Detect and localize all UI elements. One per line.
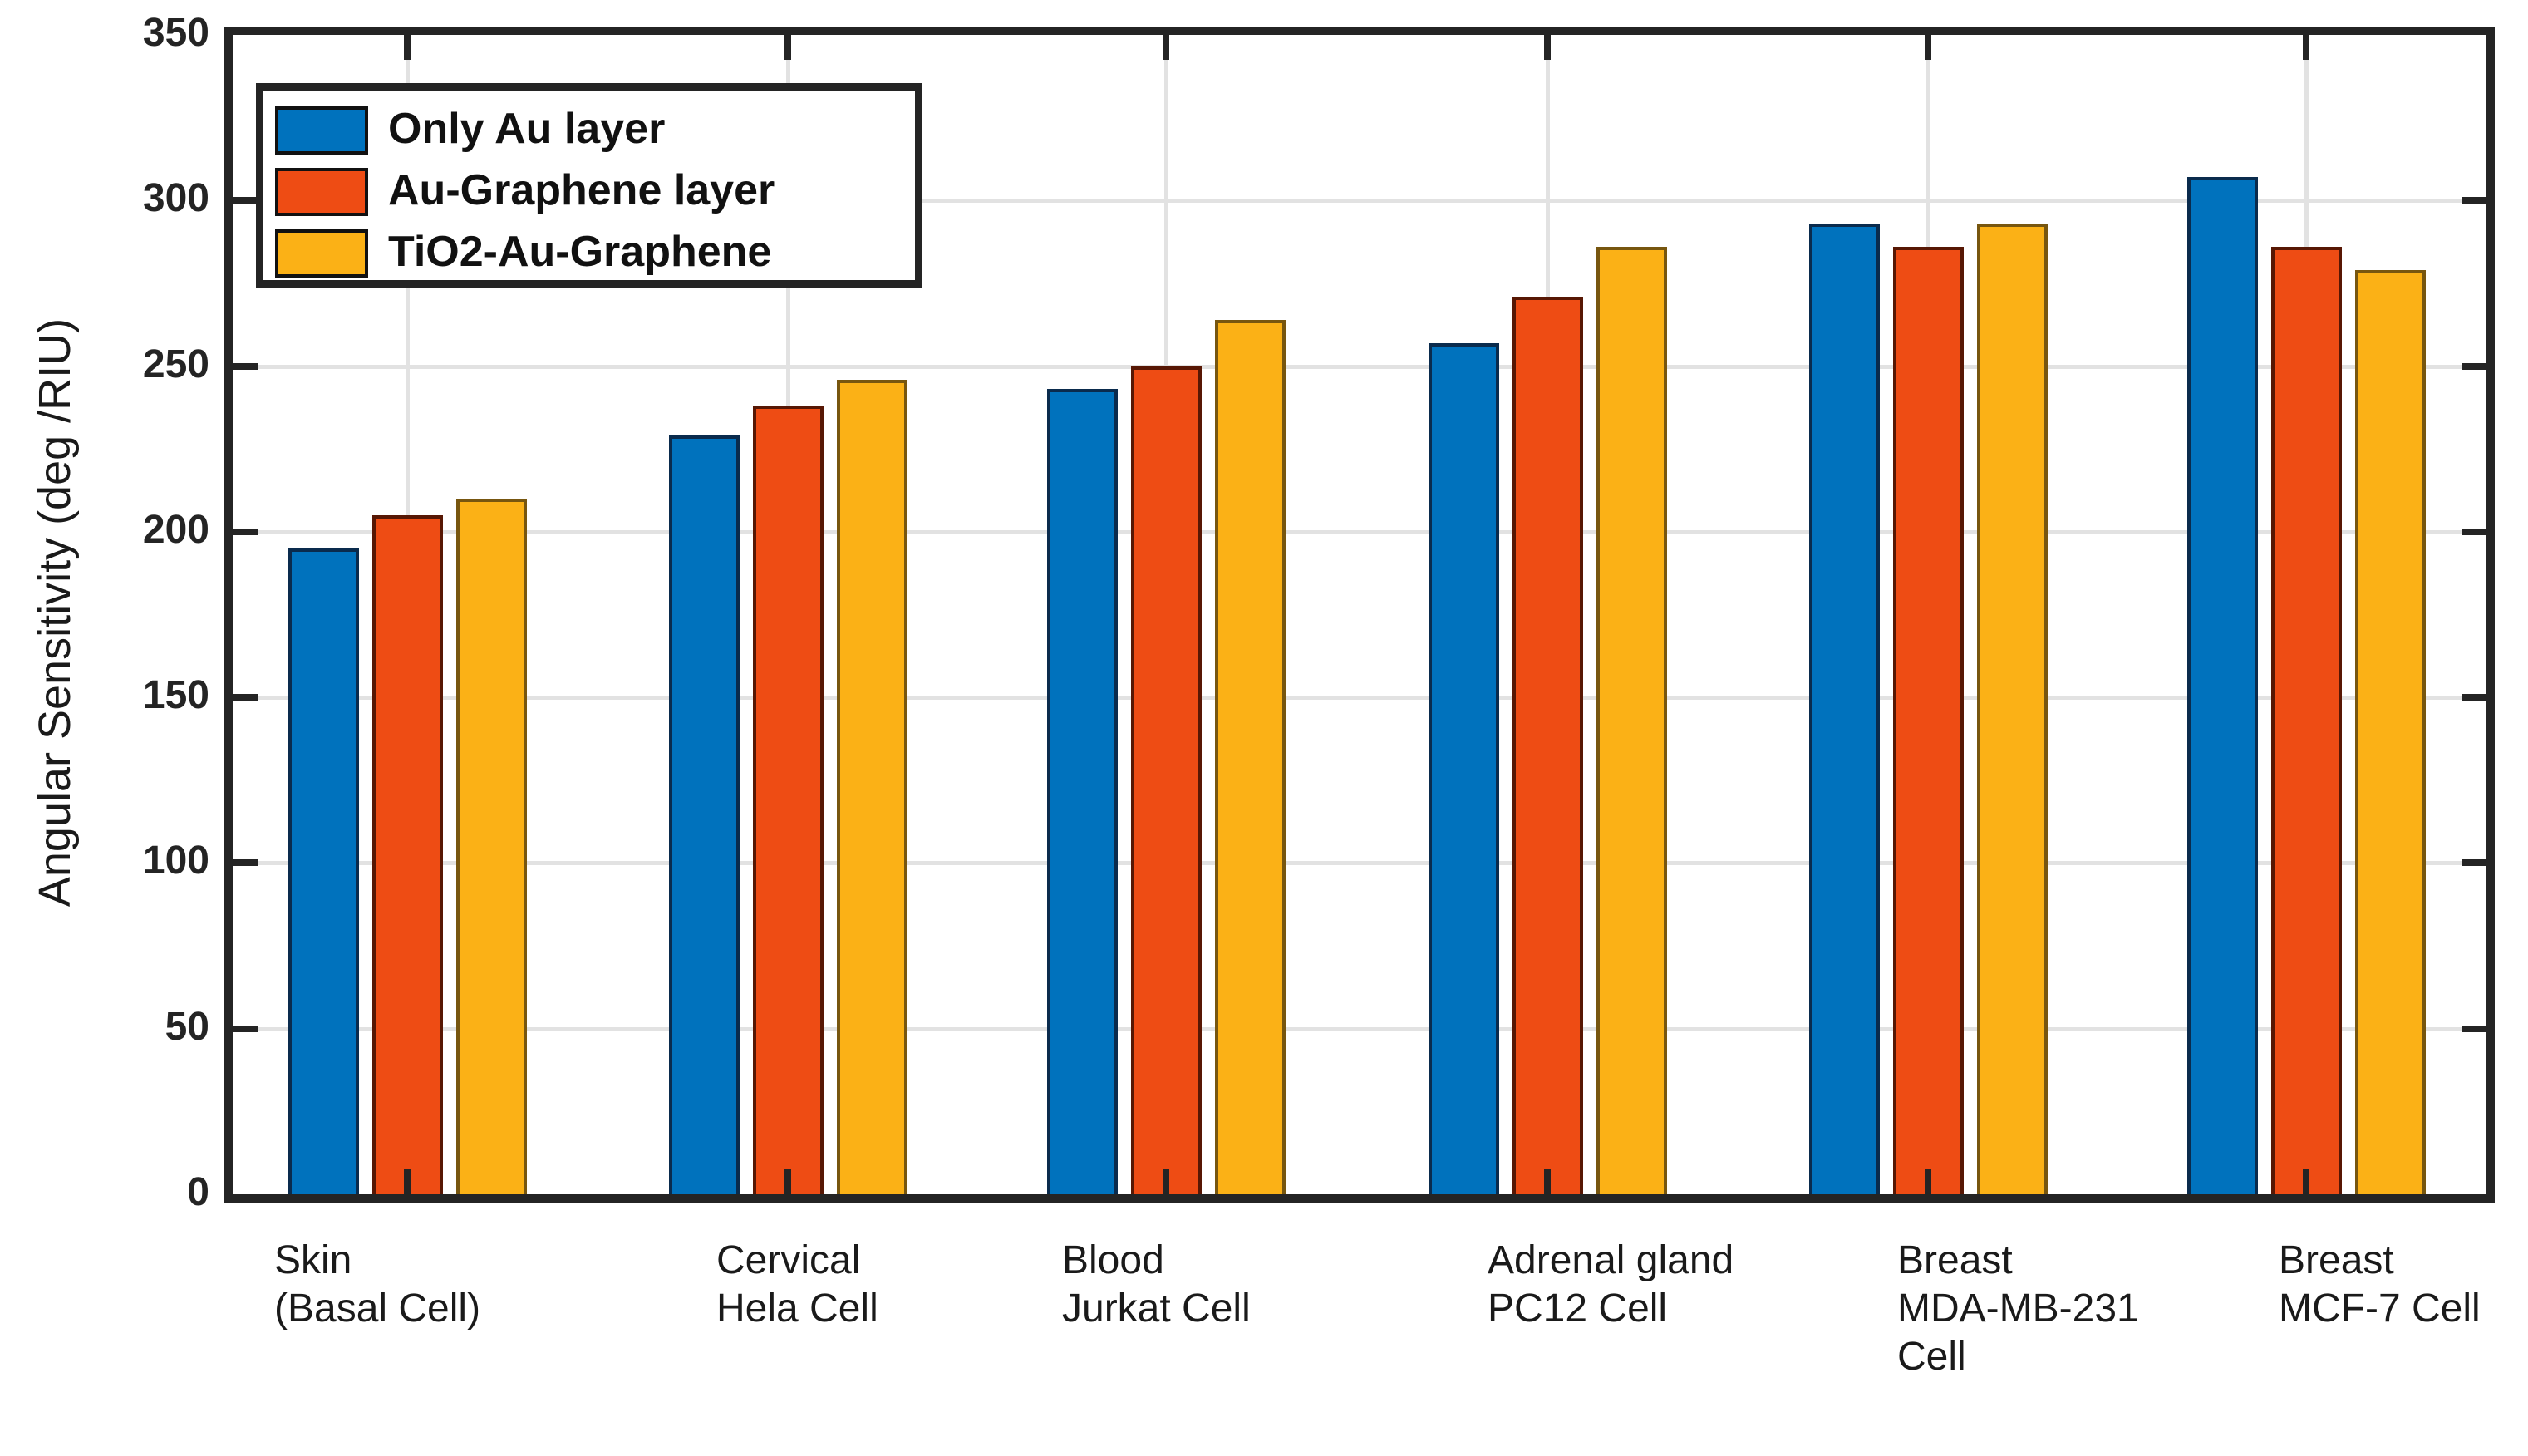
bar-tio2-au-graphene-group-1 (456, 499, 527, 1194)
x-category-label-6: Breast MCF-7 Cell (2279, 1237, 2481, 1333)
x-category-line: MDA-MB-231 (1897, 1286, 2139, 1331)
y-tick-right-100 (2462, 859, 2486, 866)
y-tick-left-300 (233, 197, 258, 204)
y-tick-left-150 (233, 694, 258, 701)
x-category-label-4: Adrenal gland PC12 Cell (1488, 1237, 1734, 1333)
bar-au-graphene-layer-group-6 (2271, 247, 2342, 1194)
legend-label-only-au-layer: Only Au layer (388, 105, 666, 153)
bar-only-au-layer-group-5 (1809, 224, 1880, 1194)
x-category-line: PC12 Cell (1488, 1286, 1668, 1331)
bar-tio2-au-graphene-group-2 (837, 380, 907, 1194)
bar-only-au-layer-group-3 (1047, 389, 1118, 1194)
bar-tio2-au-graphene-group-6 (2355, 270, 2426, 1194)
x-category-line: Skin (274, 1238, 352, 1282)
h-gridline-100 (233, 861, 2486, 865)
y-tick-left-50 (233, 1026, 258, 1032)
x-tick-bottom-group-3 (1163, 1169, 1169, 1194)
bar-tio2-au-graphene-group-5 (1977, 224, 2048, 1194)
legend-label-au-graphene-layer: Au-Graphene layer (388, 166, 775, 214)
bar-only-au-layer-group-4 (1429, 343, 1499, 1194)
x-tick-top-group-5 (1925, 35, 1931, 60)
y-tick-left-250 (233, 363, 258, 370)
bar-only-au-layer-group-1 (288, 548, 359, 1194)
legend-swatch-au-graphene-layer (275, 168, 368, 216)
y-tick-right-250 (2462, 363, 2486, 370)
x-category-line: Adrenal gland (1488, 1238, 1734, 1282)
y-tick-label-350: 350 (142, 11, 209, 55)
bar-only-au-layer-group-2 (669, 435, 740, 1194)
plot-frame (224, 27, 2495, 1203)
y-tick-label-150: 150 (142, 673, 209, 717)
legend-swatch-tio2-au-graphene (275, 229, 368, 278)
x-category-label-5: Breast MDA-MB-231 Cell (1897, 1237, 2139, 1381)
x-tick-top-group-4 (1544, 35, 1551, 60)
h-gridline-50 (233, 1027, 2486, 1031)
x-tick-top-group-6 (2303, 35, 2309, 60)
x-tick-bottom-group-4 (1544, 1169, 1551, 1194)
x-tick-bottom-group-5 (1925, 1169, 1931, 1194)
x-tick-top-group-3 (1163, 35, 1169, 60)
legend-label-tio2-au-graphene: TiO2-Au-Graphene (388, 228, 772, 276)
y-tick-label-300: 300 (142, 176, 209, 220)
x-tick-bottom-group-1 (404, 1169, 411, 1194)
x-category-line: Cell (1897, 1335, 1966, 1379)
x-category-line: Hela Cell (716, 1286, 878, 1331)
y-axis-title: Angular Sensitivity (deg /RIU) (30, 317, 80, 908)
legend: Only Au layer Au-Graphene layer TiO2-Au-Gr… (256, 83, 922, 288)
x-category-label-2: Cervical Hela Cell (716, 1237, 878, 1333)
h-gridline-150 (233, 696, 2486, 700)
x-category-line: (Basal Cell) (274, 1286, 481, 1331)
x-category-line: MCF-7 Cell (2279, 1286, 2481, 1331)
x-category-line: Blood (1062, 1238, 1164, 1282)
x-tick-bottom-group-2 (784, 1169, 791, 1194)
x-category-label-1: Skin (Basal Cell) (274, 1237, 480, 1333)
bar-au-graphene-layer-group-4 (1512, 297, 1583, 1194)
bar-only-au-layer-group-6 (2187, 177, 2258, 1194)
bar-tio2-au-graphene-group-4 (1596, 247, 1667, 1194)
y-tick-label-50: 50 (165, 1005, 209, 1049)
bar-au-graphene-layer-group-5 (1893, 247, 1964, 1194)
y-tick-right-150 (2462, 694, 2486, 701)
bar-tio2-au-graphene-group-3 (1215, 320, 1286, 1194)
x-tick-bottom-group-6 (2303, 1169, 2309, 1194)
y-tick-label-250: 250 (142, 342, 209, 386)
bar-au-graphene-layer-group-3 (1131, 366, 1202, 1194)
y-tick-label-200: 200 (142, 508, 209, 552)
y-tick-left-100 (233, 859, 258, 866)
x-category-line: Breast (1897, 1238, 2013, 1282)
x-category-line: Cervical (716, 1238, 861, 1282)
x-category-line: Jurkat Cell (1062, 1286, 1251, 1331)
y-tick-right-200 (2462, 529, 2486, 535)
bar-au-graphene-layer-group-1 (372, 515, 443, 1194)
y-tick-right-50 (2462, 1026, 2486, 1032)
y-tick-label-100: 100 (142, 839, 209, 883)
h-gridline-300 (233, 199, 2486, 203)
h-gridline-250 (233, 365, 2486, 369)
x-tick-top-group-2 (784, 35, 791, 60)
legend-swatch-only-au-layer (275, 106, 368, 155)
h-gridline-200 (233, 530, 2486, 534)
x-tick-top-group-1 (404, 35, 411, 60)
bar-au-graphene-layer-group-2 (753, 406, 824, 1194)
x-category-line: Breast (2279, 1238, 2394, 1282)
y-tick-left-200 (233, 529, 258, 535)
x-category-label-3: Blood Jurkat Cell (1062, 1237, 1251, 1333)
y-tick-right-300 (2462, 197, 2486, 204)
y-tick-label-0: 0 (187, 1170, 209, 1214)
